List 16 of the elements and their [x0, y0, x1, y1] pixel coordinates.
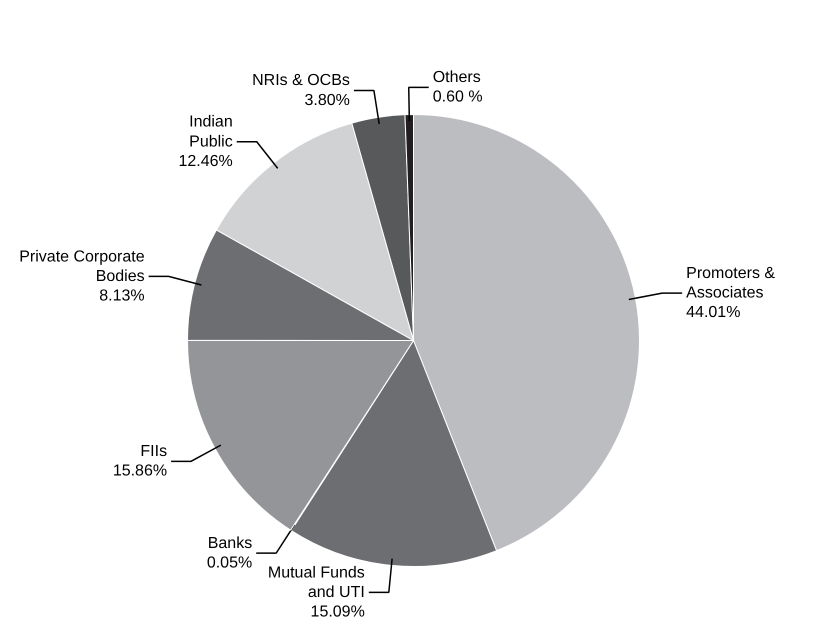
slice-label: Indian Public [189, 114, 233, 150]
slice-label: Others [432, 69, 481, 86]
slice-label: Mutual Funds and UTI [268, 564, 365, 601]
data-label: 15.86% [112, 462, 168, 480]
data-label: 15.09% [310, 603, 365, 620]
slice-label: Banks [208, 534, 252, 552]
slice-label: NRIs & OCBs [252, 72, 350, 90]
slice-label: FIIs [140, 443, 168, 460]
data-label: 12.46% [178, 152, 233, 170]
slice-label: Promoters & Associates [686, 265, 776, 302]
data-label: 44.01% [686, 304, 740, 322]
data-label: 0.60 % [432, 88, 483, 106]
data-label: 0.05% [206, 554, 252, 572]
slice-label: Private Corporate Bodies [19, 248, 145, 285]
data-label: 8.13% [99, 287, 145, 304]
data-label: 3.80% [304, 92, 350, 109]
